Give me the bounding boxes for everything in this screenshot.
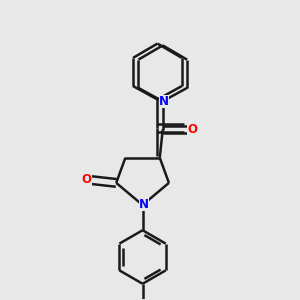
Text: N: N <box>159 95 169 108</box>
Text: O: O <box>188 123 197 136</box>
Text: O: O <box>82 173 92 186</box>
Text: N: N <box>139 199 149 212</box>
